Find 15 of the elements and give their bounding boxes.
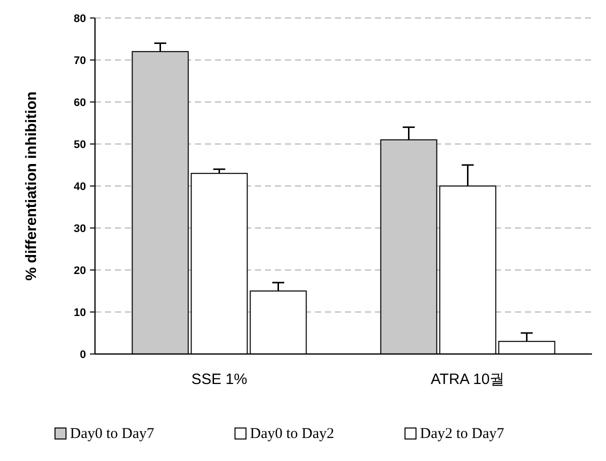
y-tick-label: 80 bbox=[74, 13, 86, 25]
x-tick-label: ATRA 10궐 bbox=[430, 371, 505, 388]
legend-label: Day0 to Day7 bbox=[70, 426, 155, 442]
y-tick-label: 50 bbox=[74, 139, 86, 151]
y-axis-title: % differentiation inhibition bbox=[23, 91, 40, 281]
y-tick-label: 40 bbox=[74, 181, 86, 193]
legend-label: Day0 to Day2 bbox=[250, 426, 334, 442]
y-tick-label: 0 bbox=[80, 349, 86, 361]
x-tick-label: SSE 1% bbox=[191, 371, 248, 388]
y-tick-label: 70 bbox=[74, 55, 86, 67]
y-tick-label: 30 bbox=[74, 223, 86, 235]
y-tick-label: 20 bbox=[74, 265, 86, 277]
y-tick-label: 60 bbox=[74, 97, 86, 109]
y-tick-label: 10 bbox=[74, 307, 86, 319]
legend-label: Day2 to Day7 bbox=[420, 426, 505, 442]
